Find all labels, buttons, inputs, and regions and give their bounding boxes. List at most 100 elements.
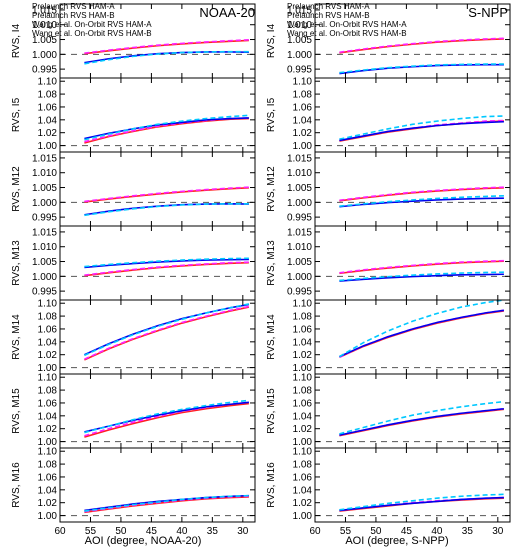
y-tick-label: 1.000 (32, 50, 57, 61)
y-axis-label: RVS, M16 (266, 462, 277, 508)
series-line-wang-et-al-on-orbit-rvs-ham-a (339, 273, 504, 282)
y-tick-label: 1.04 (293, 411, 313, 422)
legend-left: Prelaunch RVS HAM-A Prelaunch RVS HAM-B … (32, 2, 152, 38)
series-line-wang-et-al-on-orbit-rvs-ham-b (84, 399, 249, 434)
y-tick-label: 1.10 (38, 299, 58, 310)
panel-rvs-m14-noaa-20: 1.00 1.02 1.04 1.061.08 1.10 RVS, M14 (11, 299, 256, 375)
panel-rvs-m12-s-npp: 0.995 1.000 1.005 1.010 1.015 RVS, M12 (266, 151, 511, 227)
series-line-wang-et-al-on-orbit-rvs-ham-a (84, 401, 249, 433)
series-line-prelaunch-rvs-ham-b (84, 117, 249, 143)
x-tick-label: 50 (115, 526, 127, 537)
y-tick-label: 1.02 (293, 350, 313, 361)
y-tick-label: 1.00 (38, 363, 58, 374)
series-line-wang-et-al-on-orbit-rvs-ham-a (339, 120, 504, 142)
series-line-prelaunch-rvs-ham-b (84, 305, 250, 360)
y-tick-label: 1.06 (293, 398, 313, 409)
panel-rvs-m14-s-npp: 1.00 1.02 1.04 1.061.08 1.10 RVS, M14 (266, 299, 511, 375)
y-tick-label: 1.08 (38, 460, 58, 471)
y-tick-label: 1.08 (38, 90, 58, 101)
y-tick-label: 1.00 (38, 141, 58, 152)
plot-frame (314, 225, 511, 301)
series-line-wang-et-al-on-orbit-rvs-ham-a (84, 258, 249, 269)
y-axis-label: RVS, M13 (11, 240, 22, 286)
series-line-prelaunch-rvs-ham-b (84, 39, 249, 54)
y-tick-label: 0.995 (287, 287, 312, 298)
y-axis-label: RVS, M15 (266, 388, 277, 434)
panel-rvs-i5-s-npp: 1.00 1.02 1.04 1.061.08 1.10 RVS, I5 (266, 77, 511, 153)
panel-rvs-m16-s-npp: 1.00 1.02 1.04 1.061.08 1.10 60 55 50 45 40 35 30 RV… (266, 447, 511, 537)
y-tick-label: 1.010 (287, 168, 312, 179)
series-line-wang-et-al-on-orbit-rvs-ham-b (339, 493, 504, 511)
y-tick-label: 0.995 (32, 65, 57, 76)
y-tick-label: 1.000 (32, 272, 57, 283)
y-tick-label: 1.06 (38, 472, 58, 483)
panel-rvs-i4-s-npp: 0.995 1.000 1.005 1.010 1.015 RVS, I4 (266, 3, 511, 79)
x-tick-label: 60 (54, 526, 66, 537)
panel-rvs-m15-noaa-20: 1.00 1.02 1.04 1.061.08 1.10 RVS, M15 (11, 373, 256, 449)
legend-item-prelaunch-b: Prelaunch RVS HAM-B (287, 11, 370, 20)
y-tick-label: 1.00 (293, 141, 313, 152)
series-line-wang-et-al-on-orbit-rvs-ham-a (339, 309, 505, 358)
y-tick-label: 1.015 (287, 5, 312, 16)
y-tick-label: 1.10 (38, 447, 58, 458)
y-tick-label: 1.010 (287, 20, 312, 31)
series-line-wang-et-al-on-orbit-rvs-ham-a (339, 407, 504, 436)
series-line-wang-et-al-on-orbit-rvs-ham-b (84, 50, 249, 65)
y-tick-label: 1.06 (293, 324, 313, 335)
y-tick-label: 1.000 (32, 198, 57, 209)
y-tick-label: 1.00 (293, 363, 313, 374)
y-axis-label: RVS, I5 (11, 97, 22, 132)
y-tick-label: 1.06 (293, 102, 313, 113)
x-tick-label: 40 (431, 526, 443, 537)
series-line-prelaunch-rvs-ham-a (84, 402, 249, 438)
y-tick-label: 1.04 (293, 485, 313, 496)
x-tick-label: 35 (462, 526, 474, 537)
y-tick-label: 1.005 (32, 257, 57, 268)
x-tick-label: 55 (340, 526, 352, 537)
y-tick-label: 0.995 (287, 213, 312, 224)
x-axis-label-snpp: AOI (degree, S-NPP) (345, 535, 448, 547)
y-tick-label: 1.06 (38, 398, 58, 409)
y-tick-label: 1.06 (293, 472, 313, 483)
y-tick-label: 1.04 (38, 115, 58, 126)
y-tick-label: 1.10 (293, 373, 313, 384)
series-line-wang-et-al-on-orbit-rvs-ham-b (339, 400, 504, 435)
y-tick-label: 1.10 (293, 447, 313, 458)
series-line-prelaunch-rvs-ham-b (84, 186, 249, 203)
series-line-prelaunch-rvs-ham-a (339, 38, 504, 54)
series-line-wang-et-al-on-orbit-rvs-ham-b (84, 303, 250, 357)
series-line-prelaunch-rvs-ham-b (84, 401, 249, 437)
y-tick-label: 1.010 (287, 242, 312, 253)
y-tick-label: 1.04 (293, 115, 313, 126)
y-tick-label: 1.02 (38, 128, 58, 139)
legend-item-prelaunch-a: Prelaunch RVS HAM-A (287, 2, 370, 11)
series-line-prelaunch-rvs-ham-b (339, 259, 504, 274)
panel-rvs-m15-s-npp: 1.00 1.02 1.04 1.061.08 1.10 RVS, M15 (266, 373, 511, 449)
y-tick-label: 1.010 (32, 242, 57, 253)
legend-item-prelaunch-a: Prelaunch RVS HAM-A (32, 2, 115, 11)
plot-frame (314, 299, 511, 375)
y-tick-label: 1.015 (287, 227, 312, 238)
series-line-prelaunch-rvs-ham-a (84, 117, 249, 144)
y-axis-label: RVS, M15 (11, 388, 22, 434)
series-line-wang-et-al-on-orbit-rvs-ham-b (338, 299, 505, 358)
panel-rvs-m13-noaa-20: 0.995 1.000 1.005 1.010 1.015 RVS, M13 (11, 225, 256, 301)
legend-item-wang-a: Wang et al. On-Orbit RVS HAM-A (287, 20, 407, 29)
x-tick-label: 55 (85, 526, 97, 537)
series-line-prelaunch-rvs-ham-a (84, 187, 249, 203)
y-tick-label: 1.04 (38, 337, 58, 348)
column-title-noaa20: NOAA-20 (199, 5, 255, 20)
y-tick-label: 1.10 (293, 77, 313, 88)
y-tick-label: 1.00 (38, 437, 58, 448)
series-line-wang-et-al-on-orbit-rvs-ham-a (84, 51, 249, 64)
panel-rvs-m16-noaa-20: 1.00 1.02 1.04 1.061.08 1.10 60 55 50 45 40 35 30 RV… (11, 447, 256, 537)
y-tick-label: 1.005 (287, 257, 312, 268)
y-tick-label: 1.005 (287, 183, 312, 194)
x-tick-label: 45 (401, 526, 413, 537)
y-axis-label: RVS, I5 (266, 97, 277, 132)
legend-item-wang-b: Wang et al. On-Orbit RVS HAM-B (32, 29, 152, 38)
y-axis-label: RVS, M12 (266, 166, 277, 212)
y-tick-label: 1.010 (32, 168, 57, 179)
